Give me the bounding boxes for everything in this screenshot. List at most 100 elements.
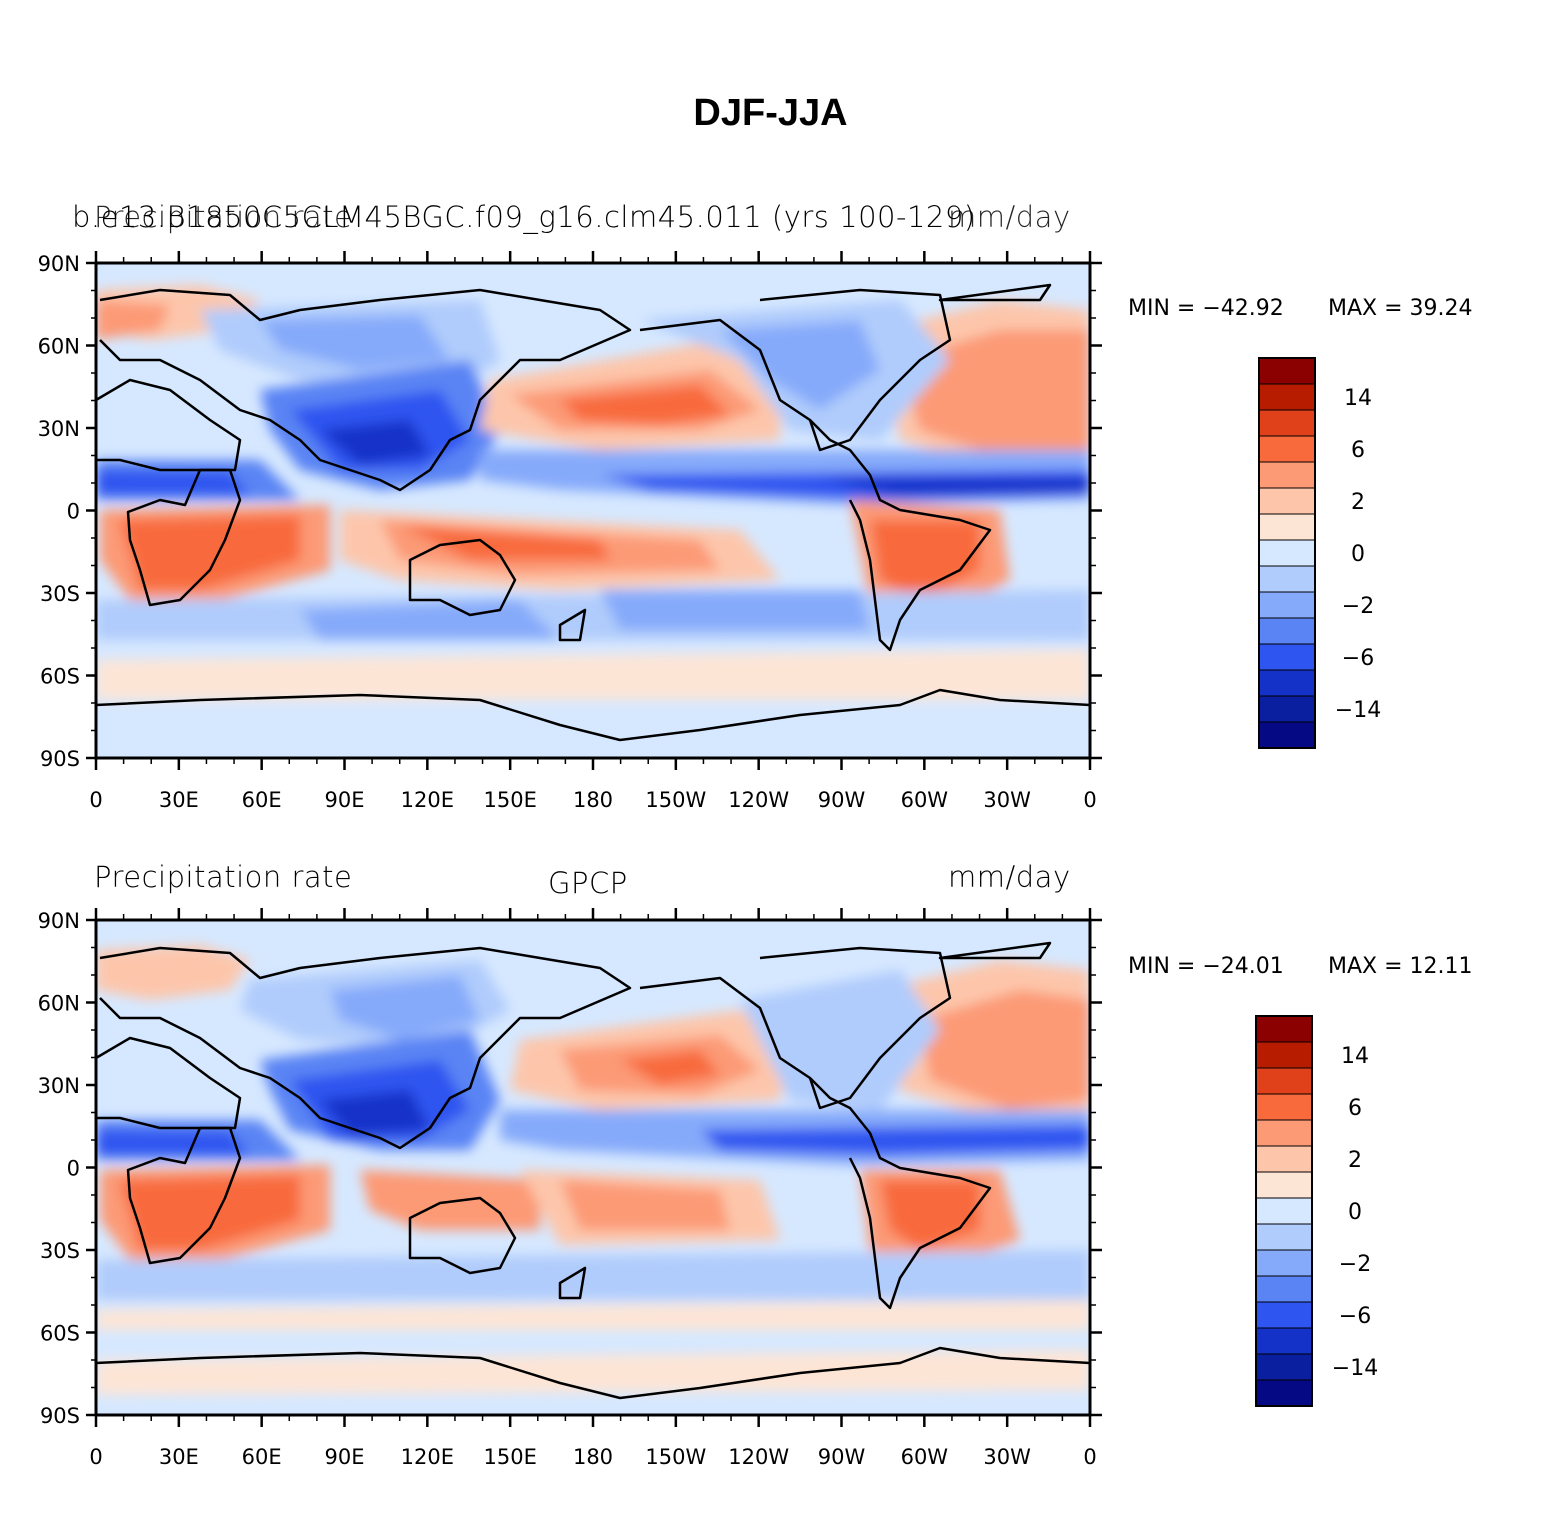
colorbar-bin [1255, 1067, 1313, 1095]
lon-tick-label: 120W [728, 1445, 789, 1469]
colorbar-bin [1255, 1041, 1313, 1069]
colorbar-bin [1258, 539, 1316, 567]
colorbar-bin [1258, 357, 1316, 385]
colorbar-frame [1255, 1015, 1313, 1407]
lon-tick-label: 150E [483, 1445, 536, 1469]
colorbar-bin [1255, 1145, 1313, 1173]
lon-tick-label: 0 [1083, 1445, 1096, 1469]
lon-tick-label: 30E [159, 1445, 199, 1469]
colorbar-bin [1258, 591, 1316, 619]
panel2-max: MAX = 12.11 [1328, 954, 1473, 979]
colorbar-bin [1255, 1015, 1313, 1043]
panel2-anomaly-field [96, 945, 1090, 1395]
colorbar-bin [1258, 513, 1316, 541]
colorbar-bin [1255, 1119, 1313, 1147]
colorbar-bin [1258, 487, 1316, 515]
lat-tick-label: 30N [38, 1074, 80, 1098]
colorbar-bin [1255, 1171, 1313, 1199]
lon-tick-label: 150E [483, 788, 536, 812]
colorbar-label: 14 [1344, 386, 1372, 411]
lat-tick-label: 60S [40, 665, 80, 689]
lon-tick-label: 120E [401, 1445, 454, 1469]
lat-tick-label: 90S [40, 747, 80, 771]
lon-tick-label: 90E [325, 788, 365, 812]
colorbar-label: −6 [1339, 1304, 1371, 1329]
colorbar-bin [1255, 1197, 1313, 1225]
panel1-header-center: b.e13.B1850C5CLM45BGC.f09_g16.clm45.011 … [72, 200, 976, 234]
colorbar-bin [1258, 409, 1316, 437]
colorbar-bin [1255, 1223, 1313, 1251]
lon-tick-label: 150W [645, 788, 706, 812]
panel1-colorbar: 14 6 2 0 −2 −6 −14 [1258, 357, 1381, 749]
lat-tick-label: 60N [38, 992, 80, 1016]
lon-tick-label: 0 [89, 788, 102, 812]
colorbar-label: 6 [1351, 438, 1365, 463]
lon-tick-label: 30W [983, 1445, 1031, 1469]
panel2-min: MIN = −24.01 [1128, 954, 1284, 979]
panel1-min: MIN = −42.92 [1128, 296, 1284, 321]
lat-tick-label: 0 [67, 500, 80, 524]
lat-tick-label: 90S [40, 1404, 80, 1428]
colorbar-bin [1258, 643, 1316, 671]
colorbar-bin [1255, 1327, 1313, 1355]
colorbar-bin [1258, 695, 1316, 723]
panel2-map [96, 920, 1090, 1415]
panel2-ticks [86, 908, 1102, 1427]
lon-tick-label: 60E [242, 788, 282, 812]
colorbar-bin [1258, 565, 1316, 593]
lon-tick-label: 120W [728, 788, 789, 812]
panel2-header-right: mm/day [948, 860, 1071, 894]
colorbar-bin [1255, 1379, 1313, 1407]
colorbar-bin [1255, 1275, 1313, 1303]
colorbar-label: −14 [1332, 1356, 1378, 1381]
lon-tick-label: 180 [573, 788, 613, 812]
lon-tick-label: 150W [645, 1445, 706, 1469]
lat-tick-label: 60N [38, 335, 80, 359]
lon-tick-label: 30E [159, 788, 199, 812]
lat-tick-label: 90N [38, 252, 80, 276]
lon-tick-label: 60E [242, 1445, 282, 1469]
panel1-coastlines [96, 283, 1090, 742]
panel1-ticks [86, 251, 1102, 770]
colorbar-label: −2 [1342, 594, 1374, 619]
panel1-header-left: Precipitation rate [94, 200, 353, 234]
colorbar-label: 0 [1351, 542, 1365, 567]
lon-tick-label: 60W [901, 1445, 949, 1469]
lon-tick-label: 180 [573, 1445, 613, 1469]
colorbar-label: −6 [1342, 646, 1374, 671]
colorbar-label: 0 [1348, 1200, 1362, 1225]
lat-tick-label: 30N [38, 417, 80, 441]
lon-tick-label: 0 [89, 1445, 102, 1469]
lon-tick-label: 60W [901, 788, 949, 812]
colorbar-bin [1258, 435, 1316, 463]
lat-tick-label: 30S [40, 1239, 80, 1263]
lon-tick-label: 30W [983, 788, 1031, 812]
colorbar-label: −2 [1339, 1252, 1371, 1277]
colorbar-bin [1258, 617, 1316, 645]
panel1-header-right: mm/day [948, 200, 1071, 234]
panel1-map [96, 263, 1090, 758]
panel1-anomaly-field [96, 285, 1090, 700]
axis-labels: 90N 60N 30N 0 30S 60S 90S 0 30E 60E 90E 120E 150E 180… [38, 252, 1097, 1469]
figure-title: DJF-JJA [693, 92, 848, 134]
colorbar-bin [1258, 461, 1316, 489]
panel1-max: MAX = 39.24 [1328, 296, 1473, 321]
colorbar-bin [1255, 1301, 1313, 1329]
panel2-header-left: Precipitation rate [94, 860, 353, 894]
lat-tick-label: 0 [67, 1157, 80, 1181]
colorbar-label: 6 [1348, 1096, 1362, 1121]
colorbar-label: 14 [1341, 1044, 1369, 1069]
colorbar-label: 2 [1351, 490, 1365, 515]
lon-tick-label: 90W [818, 788, 866, 812]
panel2-header-center: GPCP [548, 866, 628, 900]
lon-tick-label: 120E [401, 788, 454, 812]
colorbar-label: −14 [1335, 698, 1381, 723]
panel2-coastlines [96, 941, 1090, 1400]
colorbar-label: 2 [1348, 1148, 1362, 1173]
panel2-colorbar: 14 6 2 0 −2 −6 −14 [1255, 1015, 1378, 1407]
lon-tick-label: 0 [1083, 788, 1096, 812]
lat-tick-label: 30S [40, 582, 80, 606]
colorbar-bin [1255, 1249, 1313, 1277]
colorbar-bin [1258, 383, 1316, 411]
